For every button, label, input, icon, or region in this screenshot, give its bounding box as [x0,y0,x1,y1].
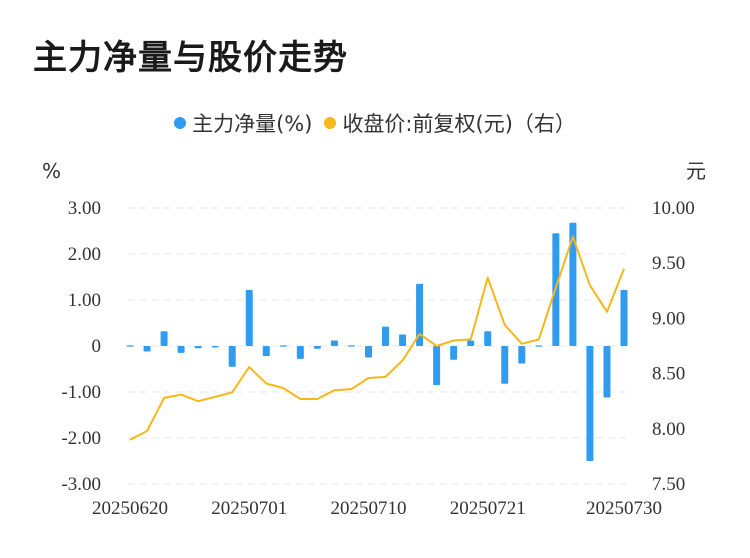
left-axis-unit: % [42,159,61,183]
right-tick-label: 8.00 [652,419,685,440]
bar [535,345,543,347]
left-tick-label: 0 [92,336,102,357]
bar [245,289,253,346]
left-tick-label: -1.00 [61,382,101,403]
bar [467,340,475,346]
left-tick-label: 3.00 [68,198,101,219]
legend-line-label: 收盘价:前复权(元)（右） [342,112,576,136]
bar [603,346,611,398]
bar [347,345,355,347]
bar [382,326,390,346]
bar [484,331,492,346]
legend-bar-label: 主力净量(%) [192,112,313,136]
x-tick-label: 20250701 [211,498,287,519]
bar [160,331,168,346]
legend-item-close-price[interactable]: 收盘价:前复权(元)（右） [324,108,576,138]
right-tick-label: 7.50 [652,474,685,495]
bar [450,346,458,360]
price-line [129,235,625,441]
bar [330,340,338,346]
left-tick-label: 1.00 [68,290,101,311]
bar [194,346,202,349]
legend-bar-marker-icon [174,117,187,129]
x-tick-label: 20250721 [450,498,526,519]
x-tick-label: 20250730 [586,498,662,519]
bar [296,346,304,359]
x-tick-label: 20250710 [330,498,406,519]
left-tick-label: -2.00 [61,428,101,449]
bar [620,289,628,346]
bar [364,346,372,358]
bar [569,222,577,346]
left-tick-label: 2.00 [68,244,101,265]
bar [211,346,219,348]
x-tick-label: 20250620 [92,498,168,519]
bar [313,346,321,349]
bar [518,346,526,364]
right-tick-label: 8.50 [652,364,685,385]
bar [126,345,134,347]
left-tick-label: -3.00 [61,474,101,495]
bar [143,346,151,352]
legend-line-marker-icon [324,117,337,129]
bar [433,346,441,386]
bar [416,283,424,346]
right-tick-label: 10.00 [652,198,695,219]
right-tick-label: 9.50 [652,253,685,274]
bar [177,346,185,353]
right-tick-label: 9.00 [652,308,685,329]
right-axis-unit: 元 [686,159,706,183]
bar [279,345,287,347]
bar [501,346,509,384]
bar [228,346,236,367]
bar [262,346,270,357]
chart-legend: 主力净量(%) 收盘价:前复权(元)（右） [0,108,750,138]
bar [399,334,407,346]
bar [586,346,594,461]
legend-item-net-volume[interactable]: 主力净量(%) [174,108,312,138]
page-title: 主力净量与股价走势 [33,38,348,78]
